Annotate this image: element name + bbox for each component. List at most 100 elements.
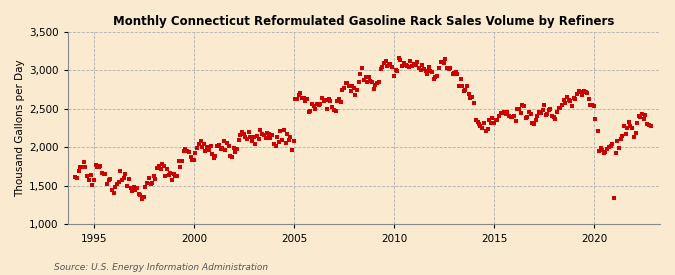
Point	[95, 164, 106, 169]
Point	[630, 131, 641, 135]
Point	[212, 144, 223, 148]
Point	[590, 117, 601, 121]
Point	[298, 96, 309, 100]
Point	[277, 138, 288, 142]
Point	[595, 145, 606, 150]
Point	[330, 108, 341, 113]
Point	[270, 144, 281, 148]
Point	[582, 91, 593, 95]
Point	[337, 88, 348, 92]
Point	[335, 100, 346, 104]
Point	[602, 147, 613, 152]
Point	[240, 134, 251, 139]
Point	[399, 61, 410, 65]
Point	[294, 93, 304, 97]
Point	[564, 98, 574, 102]
Point	[157, 161, 168, 166]
Point	[615, 136, 626, 141]
Point	[397, 64, 408, 68]
Point	[575, 90, 586, 94]
Point	[80, 165, 90, 169]
Point	[118, 176, 129, 180]
Point	[502, 109, 512, 114]
Point	[454, 84, 464, 89]
Point	[88, 178, 99, 183]
Point	[238, 131, 249, 136]
Point	[77, 164, 88, 169]
Point	[479, 121, 489, 126]
Point	[574, 89, 585, 93]
Point	[382, 64, 393, 68]
Point	[322, 107, 333, 111]
Point	[107, 188, 117, 193]
Point	[288, 139, 299, 144]
Point	[545, 107, 556, 112]
Point	[383, 63, 394, 67]
Point	[269, 141, 279, 146]
Point	[244, 130, 254, 134]
Point	[550, 117, 561, 121]
Point	[92, 164, 103, 169]
Point	[520, 116, 531, 120]
Point	[185, 154, 196, 159]
Point	[314, 103, 325, 107]
Point	[86, 183, 97, 187]
Point	[532, 114, 543, 118]
Point	[188, 158, 199, 163]
Point	[134, 192, 144, 196]
Title: Monthly Connecticut Reformulated Gasoline Rack Sales Volume by Refiners: Monthly Connecticut Reformulated Gasolin…	[113, 15, 615, 28]
Point	[420, 69, 431, 73]
Point	[374, 80, 385, 84]
Point	[622, 126, 633, 130]
Point	[635, 115, 646, 120]
Point	[570, 96, 580, 101]
Point	[531, 118, 541, 122]
Point	[389, 74, 400, 78]
Point	[468, 101, 479, 105]
Point	[84, 177, 95, 182]
Point	[287, 147, 298, 152]
Point	[499, 110, 510, 115]
Point	[317, 96, 327, 100]
Point	[572, 92, 583, 97]
Point	[408, 62, 419, 66]
Point	[115, 169, 126, 174]
Point	[489, 121, 500, 125]
Point	[474, 122, 485, 127]
Point	[568, 96, 579, 100]
Point	[558, 98, 569, 103]
Point	[443, 67, 454, 71]
Point	[178, 149, 189, 153]
Point	[340, 81, 351, 86]
Point	[155, 167, 166, 171]
Point	[170, 174, 181, 178]
Point	[567, 104, 578, 108]
Point	[219, 139, 230, 143]
Point	[167, 178, 178, 183]
Point	[385, 62, 396, 66]
Point	[222, 141, 233, 145]
Point	[284, 138, 294, 142]
Point	[477, 126, 487, 130]
Point	[627, 126, 638, 130]
Point	[85, 173, 96, 177]
Point	[100, 172, 111, 177]
Point	[392, 69, 403, 73]
Point	[377, 64, 387, 69]
Point	[540, 113, 551, 118]
Point	[159, 164, 169, 168]
Point	[247, 139, 258, 143]
Point	[543, 108, 554, 112]
Point	[358, 78, 369, 82]
Point	[202, 145, 213, 149]
Point	[605, 144, 616, 148]
Point	[184, 150, 194, 154]
Point	[110, 185, 121, 189]
Point	[458, 89, 469, 93]
Point	[372, 81, 383, 86]
Point	[642, 122, 653, 127]
Point	[312, 101, 323, 106]
Point	[150, 177, 161, 181]
Point	[542, 112, 553, 117]
Point	[424, 65, 435, 70]
